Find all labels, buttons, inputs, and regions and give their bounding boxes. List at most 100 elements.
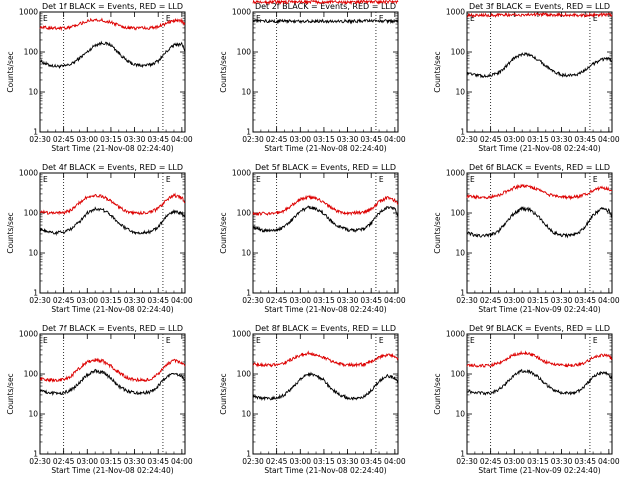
x-tick-label: 03:00 [503,296,525,305]
event-marker-label: E [43,175,48,184]
events-series-line [39,206,186,236]
x-tick-label: 04:00 [384,296,406,305]
x-tick-label: 03:45 [360,457,382,466]
y-tick-label: 10 [455,88,465,97]
x-tick-label: 03:00 [289,457,311,466]
chart-panel-3: Det 3f BLACK = Events, RED = LLD 1 10 100 10… [433,2,620,153]
y-tick-label: 100 [451,48,466,57]
chart-title: Det 2f BLACK = Events, RED = LLD [255,2,396,11]
event-marker-label: E [256,175,261,184]
y-tick-label: 10 [28,249,38,258]
event-marker-label: E [166,14,171,23]
chart-title: Det 6f BLACK = Events, RED = LLD [469,163,610,172]
x-tick-label: 02:45 [266,457,288,466]
x-axis-label: Start Time (21-Nov-08 02:24:40) [264,466,386,475]
x-tick-label: 03:30 [124,296,146,305]
y-tick-label: 100 [237,370,252,379]
chart-panel-8: Det 8f BLACK = Events, RED = LLD 1 10 100 10… [219,324,406,475]
plot-frame [252,11,399,133]
lld-series-line [466,183,613,201]
x-tick-label: 04:00 [384,135,406,144]
y-tick-label: 1000 [446,8,465,17]
event-marker-label: E [470,14,475,23]
x-tick-label: 04:00 [171,457,193,466]
plot-frame [466,11,613,133]
y-tick-label: 1 [460,289,465,298]
y-tick-label: 100 [24,48,39,57]
y-tick-label: 100 [24,370,39,379]
x-tick-label: 03:30 [124,457,146,466]
y-tick-label: 1 [246,128,251,137]
x-axis-label: Start Time (21-Nov-08 02:24:40) [51,144,173,153]
x-tick-label: 03:30 [551,135,573,144]
plot-frame [466,333,613,455]
x-tick-label: 02:30 [456,135,478,144]
event-marker-label: E [593,175,598,184]
x-tick-label: 03:15 [527,296,549,305]
event-marker-label: E [470,336,475,345]
x-tick-label: 03:45 [574,135,596,144]
y-tick-label: 10 [28,410,38,419]
x-tick-label: 03:45 [574,457,596,466]
event-marker-label: E [43,336,48,345]
x-tick-label: 03:00 [289,135,311,144]
chart-title: Det 3f BLACK = Events, RED = LLD [469,2,610,11]
lld-series-line [466,350,613,368]
x-tick-label: 03:45 [147,135,169,144]
x-tick-label: 02:30 [29,296,51,305]
x-tick-label: 02:30 [242,135,264,144]
x-axis-label: Start Time (21-Nov-09 02:24:40) [478,305,600,314]
y-tick-label: 1 [246,289,251,298]
event-marker-label: E [593,336,598,345]
y-tick-label: 1 [33,128,38,137]
plot-frame [252,333,399,455]
x-axis-label: Start Time (21-Nov-08 02:24:40) [51,466,173,475]
x-tick-label: 03:00 [503,135,525,144]
chart-panel-1: Det 1f BLACK = Events, RED = LLD 1 10 100 10… [6,2,193,153]
x-tick-label: 04:00 [171,296,193,305]
event-marker-label: E [166,175,171,184]
lld-series-line [252,0,399,6]
y-axis-label: Counts/sec [219,212,228,253]
plot-frame [252,172,399,294]
event-marker-label: E [256,336,261,345]
y-axis-label: Counts/sec [6,373,15,414]
x-tick-label: 03:15 [313,296,335,305]
chart-title: Det 5f BLACK = Events, RED = LLD [255,163,396,172]
x-tick-label: 04:00 [598,135,620,144]
y-axis-label: Counts/sec [433,51,442,92]
x-axis-label: Start Time (21-Nov-08 02:24:40) [264,144,386,153]
x-tick-label: 03:00 [289,296,311,305]
y-tick-label: 10 [241,410,251,419]
y-tick-label: 100 [451,209,466,218]
y-axis-label: Counts/sec [6,212,15,253]
y-tick-label: 1000 [446,169,465,178]
x-tick-label: 03:30 [337,457,359,466]
x-tick-label: 03:15 [313,135,335,144]
event-marker-label: E [470,175,475,184]
y-axis-label: Counts/sec [6,51,15,92]
chart-panel-9: Det 9f BLACK = Events, RED = LLD 1 10 100 10… [433,324,620,475]
chart-panel-7: Det 7f BLACK = Events, RED = LLD 1 10 100 10… [6,324,193,475]
events-series-line [466,52,613,79]
x-tick-label: 03:45 [574,296,596,305]
x-tick-label: 03:30 [551,457,573,466]
y-axis-label: Counts/sec [219,373,228,414]
x-tick-label: 02:30 [242,296,264,305]
x-tick-label: 03:30 [337,135,359,144]
chart-title: Det 7f BLACK = Events, RED = LLD [42,324,183,333]
lld-series-line [252,194,399,216]
y-tick-label: 1000 [232,169,251,178]
event-marker-label: E [379,14,384,23]
x-axis-label: Start Time (21-Nov-08 02:24:40) [51,305,173,314]
chart-panel-4: Det 4f BLACK = Events, RED = LLD 1 10 100 10… [6,163,193,314]
plot-frame [39,333,186,455]
x-axis-label: Start Time (21-Nov-08 02:24:40) [478,144,600,153]
y-tick-label: 10 [28,88,38,97]
y-tick-label: 10 [241,88,251,97]
y-tick-label: 100 [24,209,39,218]
events-series-line [252,371,399,402]
events-series-line [466,368,613,396]
y-axis-label: Counts/sec [433,212,442,253]
chart-title: Det 1f BLACK = Events, RED = LLD [42,2,183,11]
